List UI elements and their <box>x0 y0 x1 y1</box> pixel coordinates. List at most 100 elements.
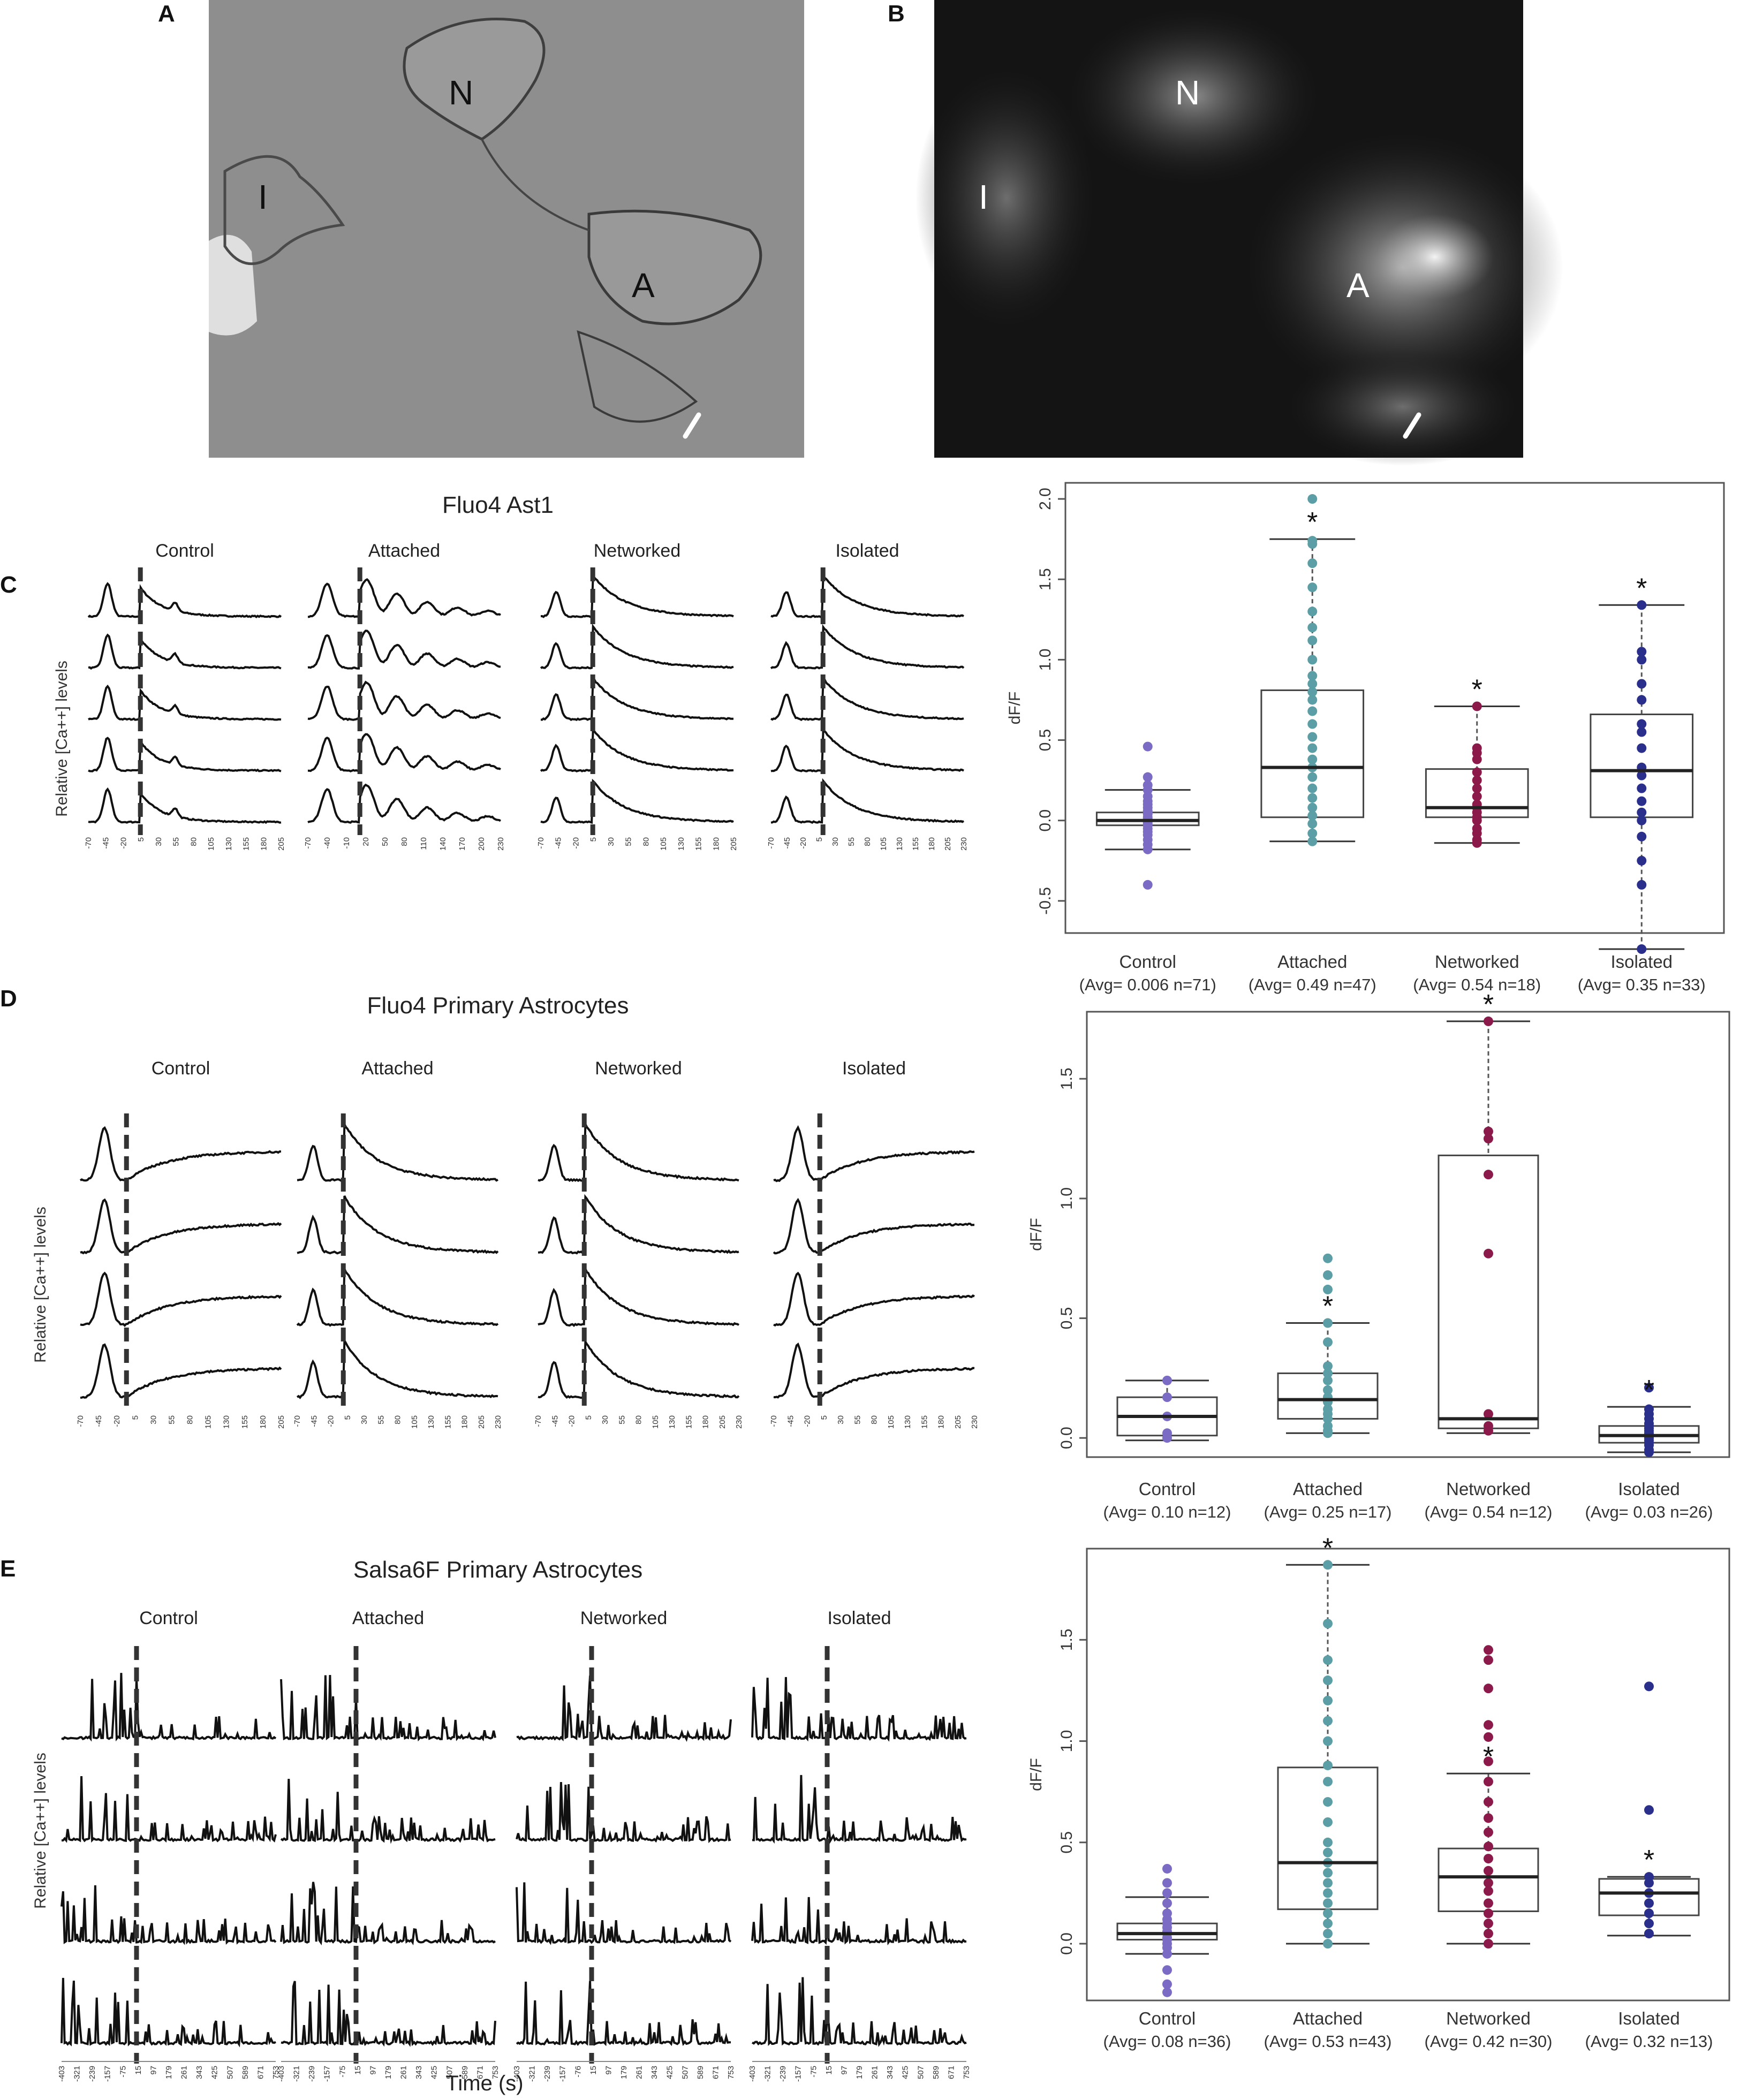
trace-tick-label: 130 <box>668 1415 677 1429</box>
category-label-isolated: Isolated <box>1618 1479 1680 1499</box>
category-caption-attached: (Avg= 0.25 n=17) <box>1264 1503 1392 1521</box>
data-point-control <box>1143 772 1153 782</box>
calcium-trace <box>770 676 964 722</box>
data-point-attached <box>1323 1655 1333 1665</box>
trace-tick-label: 5 <box>589 837 598 841</box>
trace-tick-label: 343 <box>886 2066 895 2079</box>
calcium-trace <box>538 1194 739 1255</box>
trace-tick-label: 15 <box>353 2066 362 2075</box>
data-point-attached <box>1307 679 1318 689</box>
data-point-control <box>1162 1888 1172 1898</box>
trace-tick-label: -321 <box>73 2066 82 2082</box>
y-tick-label: 1.5 <box>1037 568 1054 590</box>
trace-tick-label: 97 <box>149 2066 158 2075</box>
category-label-control: Control <box>1139 2008 1196 2028</box>
trace-tick-label: -157 <box>103 2066 112 2082</box>
calcium-trace <box>307 578 501 618</box>
calcium-trace <box>297 1195 499 1255</box>
panel-label-a: A <box>158 1 175 27</box>
trace-tick-label: 30 <box>601 1415 610 1424</box>
trace-tick-label: 50 <box>381 837 390 846</box>
data-point-networked <box>1484 1016 1493 1026</box>
data-point-isolated <box>1637 727 1647 737</box>
data-point-attached <box>1323 1716 1333 1726</box>
data-point-networked <box>1484 1409 1493 1419</box>
trace-tick-label: -321 <box>292 2066 301 2082</box>
plot-frame <box>1086 1548 1730 2002</box>
trace-tick-label: -70 <box>769 1415 778 1427</box>
data-point-attached <box>1307 802 1318 813</box>
trace-tick-label: 261 <box>871 2066 880 2079</box>
data-point-attached <box>1323 1919 1333 1929</box>
calcium-trace <box>540 573 734 618</box>
trace-tick-label: 180 <box>701 1415 710 1429</box>
category-label-attached: Attached <box>1293 1479 1363 1499</box>
trace-tick-label: 180 <box>712 837 721 851</box>
plot-frame <box>1064 482 1725 934</box>
data-point-networked <box>1484 1797 1493 1807</box>
cell-label-n: N <box>449 73 473 112</box>
data-point-networked <box>1484 1841 1493 1852</box>
category-caption-control: (Avg= 0.10 n=12) <box>1103 1503 1231 1521</box>
data-point-attached <box>1323 1736 1333 1746</box>
data-point-networked <box>1484 1866 1493 1876</box>
data-point-control <box>1162 1898 1172 1908</box>
trace-tick-label: 5 <box>815 837 824 841</box>
data-point-attached <box>1323 1817 1333 1827</box>
data-point-isolated <box>1644 1805 1654 1815</box>
trace-tick-label: 180 <box>259 1415 268 1429</box>
condition-title-control: Control <box>139 1608 198 1628</box>
data-point-attached <box>1323 1385 1333 1395</box>
trace-tick-label: 589 <box>241 2066 250 2079</box>
trace-panel-c: Fluo4 Ast1 Relative [Ca++] levels Contro… <box>53 492 969 851</box>
trace-tick-label: 507 <box>225 2066 234 2079</box>
data-point-control <box>1162 1987 1172 1997</box>
data-point-attached <box>1307 719 1318 729</box>
category-label-networked: Networked <box>1446 2008 1531 2028</box>
trace-tick-label: 230 <box>959 837 969 851</box>
data-point-control <box>1143 844 1153 854</box>
data-point-networked <box>1484 1813 1493 1823</box>
trace-tick-label: 671 <box>947 2066 956 2079</box>
trace-tick-label: 80 <box>400 837 409 846</box>
boxplot-e: 0.0 0.5 1.0 1.5 dF/F Control (Avg= 0.08 n=36) *… <box>1027 1533 1730 2051</box>
trace-tick-label: 105 <box>410 1415 419 1429</box>
micrograph-b: N I A <box>916 0 1563 466</box>
trace-tick-label: -20 <box>112 1415 122 1427</box>
data-point-control <box>1143 880 1153 890</box>
trace-tick-label: 15 <box>824 2066 834 2075</box>
data-point-attached <box>1307 494 1318 504</box>
trace-tick-label: -70 <box>293 1415 302 1427</box>
data-point-attached <box>1323 1428 1333 1438</box>
trace-tick-label: 130 <box>427 1415 436 1429</box>
trace-tick-label: 97 <box>368 2066 377 2075</box>
trace-tick-label: -20 <box>327 1415 336 1427</box>
trace-tick-label: 425 <box>210 2066 220 2079</box>
trace-tick-label: -45 <box>550 1415 559 1427</box>
trace-tick-label: -20 <box>803 1415 812 1427</box>
trace-tick-label: -403 <box>748 2066 757 2082</box>
trace-tick-label: 230 <box>494 1415 503 1429</box>
data-point-control <box>1162 1863 1172 1874</box>
calcium-trace <box>60 1977 276 2048</box>
calcium-trace <box>538 1338 740 1399</box>
trace-tick-label: 180 <box>937 1415 946 1429</box>
trace-tick-label: 589 <box>696 2066 705 2079</box>
data-point-attached <box>1307 754 1318 764</box>
trace-tick-label: 261 <box>635 2066 644 2079</box>
trace-panel-e: Salsa6F Primary Astrocytes Relative [Ca+… <box>32 1557 971 2095</box>
data-point-networked <box>1484 1939 1493 1949</box>
data-point-attached <box>1307 671 1318 681</box>
trace-tick-label: 155 <box>911 837 920 851</box>
trace-tick-label: -70 <box>84 837 93 849</box>
trace-tick-label: 30 <box>154 837 163 846</box>
data-point-networked <box>1472 791 1482 801</box>
calcium-trace <box>516 1882 732 1945</box>
data-point-attached <box>1323 1560 1333 1570</box>
condition-title-isolated: Isolated <box>835 541 899 561</box>
data-point-isolated <box>1637 944 1647 954</box>
data-point-attached <box>1323 1837 1333 1847</box>
data-point-attached <box>1307 732 1318 742</box>
y-tick-label: 0.5 <box>1037 729 1054 752</box>
data-point-control <box>1162 1949 1172 1959</box>
